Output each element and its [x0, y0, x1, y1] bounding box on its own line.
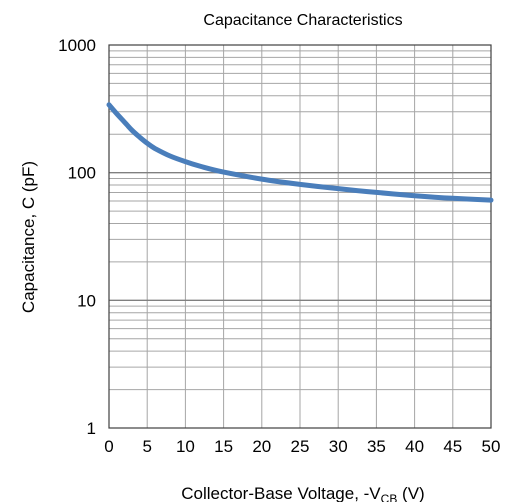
y-tick-label: 100: [68, 164, 96, 183]
x-tick-label: 10: [176, 437, 195, 456]
x-tick-label: 0: [104, 437, 113, 456]
y-tick-label: 10: [77, 291, 96, 310]
x-tick-labels: 0 5 10 15 20 25 30 35 40 45 50: [104, 437, 500, 456]
x-tick-label: 30: [329, 437, 348, 456]
x-axis-label-main: Collector-Base Voltage, -V: [181, 484, 381, 502]
plot-area-frame: [108, 44, 492, 429]
x-tick-label: 25: [291, 437, 310, 456]
x-axis-label-subscript: CB: [381, 492, 398, 502]
x-tick-label: 45: [443, 437, 462, 456]
x-tick-label: 35: [367, 437, 386, 456]
grid-vertical: [146, 45, 454, 428]
x-tick-label: 50: [482, 437, 501, 456]
y-tick-label: 1000: [58, 36, 96, 55]
x-tick-label: 15: [214, 437, 233, 456]
x-tick-label: 5: [142, 437, 151, 456]
x-axis-label: Collector-Base Voltage, -VCB (V): [181, 484, 424, 502]
y-tick-labels: 1 10 100 1000: [58, 36, 96, 438]
x-tick-label: 40: [405, 437, 424, 456]
series-layer: [106, 102, 494, 203]
y-tick-label: 1: [87, 419, 96, 438]
capacitance-curve: [106, 102, 494, 203]
x-axis-label-unit: (V): [397, 484, 424, 502]
y-axis-label: Capacitance, C (pF): [19, 161, 38, 313]
chart-title: Capacitance Characteristics: [203, 12, 402, 29]
x-tick-label: 20: [252, 437, 271, 456]
